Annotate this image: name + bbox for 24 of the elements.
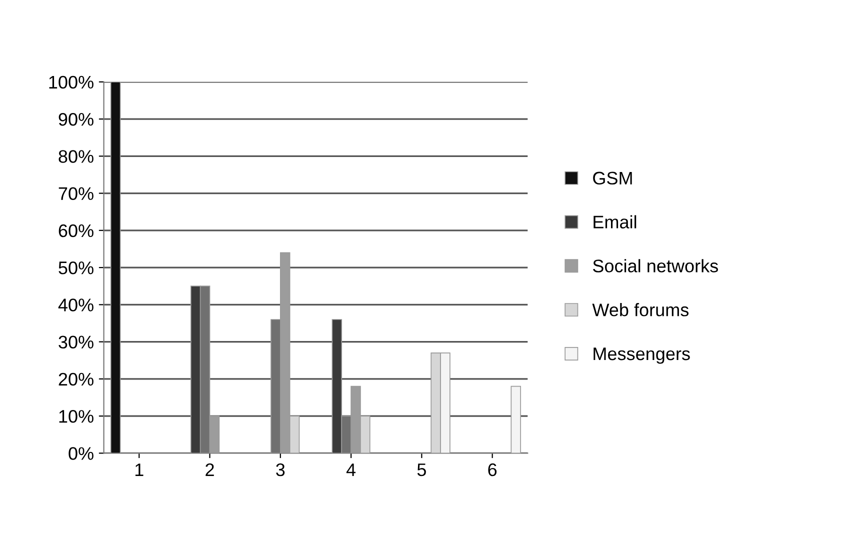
y-tick-label: 10% [59,410,94,423]
bar [510,386,522,454]
y-tick-label: 100% [49,76,94,89]
y-tick-label: 20% [58,372,94,386]
x-tick-label: 5 [417,464,426,476]
y-tick-label: 80% [58,150,94,163]
y-tick-label: 50% [58,261,94,274]
y-tick-label: 30% [58,336,94,349]
legend-label: Messengers [594,348,690,364]
legend-label: Email [594,215,636,228]
y-tick-label: 60% [58,224,94,238]
x-tick-label: 6 [488,463,497,476]
x-tick-label: 4 [346,464,356,476]
legend-label: Web forums [592,303,689,316]
y-tick-label: 90% [58,112,94,126]
y-tick-label: 40% [58,298,94,312]
x-tick-label: 1 [135,464,144,476]
x-tick-label: 3 [276,463,285,476]
x-tick-label: 2 [206,463,214,476]
y-tick-label: 0% [68,447,94,460]
y-tick-label: 70% [58,187,94,200]
legend-label: GSM [593,172,632,185]
bar [110,82,121,454]
legend-label: Social networks [592,259,718,272]
